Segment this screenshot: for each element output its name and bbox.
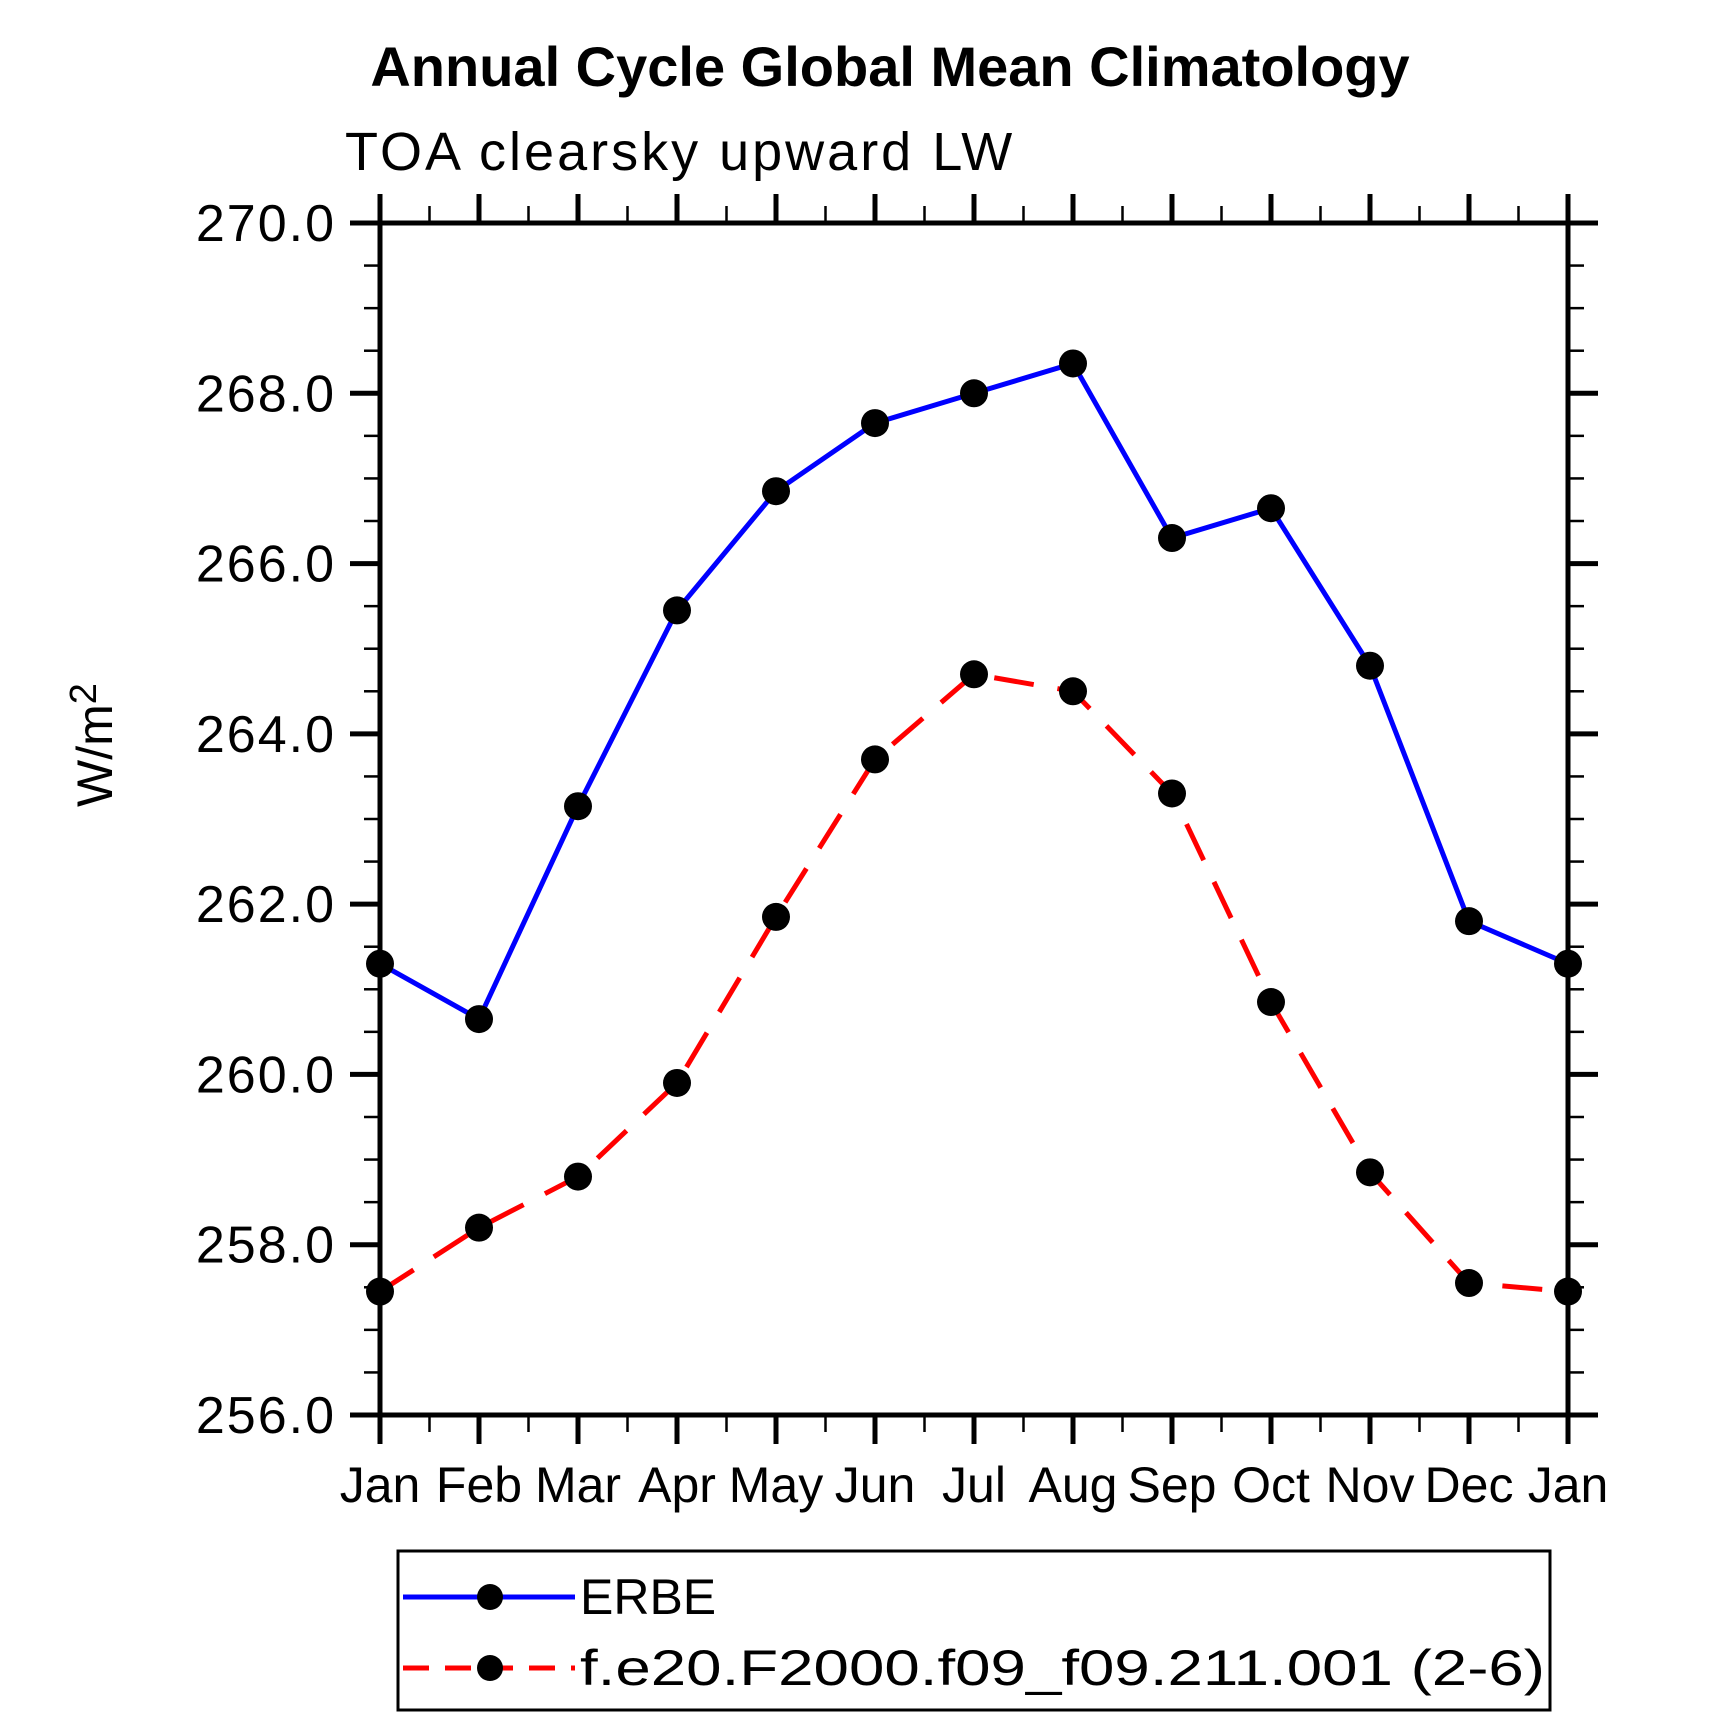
x-tick-label: Nov: [1326, 1457, 1415, 1513]
data-point-marker: [564, 792, 592, 821]
y-tick-label: 256.0: [196, 1387, 336, 1445]
data-point-marker: [465, 1005, 493, 1034]
y-tick-label: 268.0: [196, 365, 336, 423]
legend-marker-erbe: [477, 1584, 503, 1610]
series-lines: [378, 360, 1569, 1295]
y-tick-label: 266.0: [196, 536, 336, 594]
x-tick-label: May: [729, 1457, 823, 1513]
series-line-1: [378, 671, 1569, 1295]
y-tick-label: 270.0: [196, 195, 336, 253]
x-tick-label: Feb: [436, 1457, 522, 1513]
data-point-marker: [1455, 907, 1483, 936]
data-point-marker: [960, 379, 988, 408]
data-point-marker: [1158, 524, 1186, 553]
data-point-marker: [1356, 651, 1384, 680]
y-axis-title: W/m2: [63, 683, 123, 807]
y-axis-title-base: W/m: [67, 704, 123, 807]
x-tick-label: Jan: [340, 1457, 421, 1513]
series-markers: [366, 349, 1582, 1306]
data-point-marker: [1455, 1269, 1483, 1298]
data-point-marker: [1257, 988, 1285, 1017]
legend-box: [396, 1549, 1552, 1712]
legend-row-erbe: ERBE: [403, 1569, 716, 1625]
y-tick-labels: 256.0 258.0 260.0 262.0 264.0 266.0 268.0 270.0: [196, 195, 336, 1445]
data-point-marker: [1059, 349, 1087, 378]
data-point-marker: [663, 1068, 691, 1097]
y-tick-label: 262.0: [196, 876, 336, 934]
x-tick-label: Apr: [638, 1457, 716, 1513]
data-point-marker: [1257, 494, 1285, 523]
x-tick-label: Jan: [1528, 1457, 1609, 1513]
x-tick-label: Oct: [1232, 1457, 1310, 1513]
y-tick-label: 260.0: [196, 1046, 336, 1104]
y-tick-label: 258.0: [196, 1217, 336, 1275]
data-point-marker: [564, 1162, 592, 1191]
x-tick-labels: Jan Feb Mar Apr May Jun Jul Aug Sep Oct Nov Dec Jan: [340, 1457, 1609, 1513]
x-tick-label: Jun: [835, 1457, 916, 1513]
data-point-marker: [1356, 1158, 1384, 1187]
x-tick-label: Mar: [535, 1457, 621, 1513]
data-point-marker: [960, 660, 988, 689]
legend: ERBE f.e20.F2000.f09_f09.211.001 (2-6): [396, 1549, 1552, 1712]
chart-title: Annual Cycle Global Mean Climatology: [370, 35, 1409, 98]
series-line-0: [378, 360, 1569, 1023]
data-point-marker: [762, 902, 790, 931]
x-tick-label: Aug: [1029, 1457, 1118, 1513]
legend-label-model: f.e20.F2000.f09_f09.211.001 (2-6): [580, 1640, 1545, 1696]
y-axis-title-exponent: 2: [63, 683, 105, 704]
x-tick-label: Jul: [942, 1457, 1006, 1513]
plot-frame: [377, 220, 1571, 1418]
x-tick-label: Dec: [1425, 1457, 1514, 1513]
data-point-marker: [663, 596, 691, 625]
data-point-marker: [762, 477, 790, 506]
x-tick-label: Sep: [1128, 1457, 1217, 1513]
legend-marker-model: [477, 1655, 503, 1681]
y-tick-label: 264.0: [196, 706, 336, 764]
data-point-marker: [1059, 677, 1087, 706]
data-point-marker: [1158, 779, 1186, 808]
data-point-marker: [465, 1213, 493, 1242]
data-point-marker: [861, 409, 889, 438]
chart-subtitle: TOA clearsky upward LW: [345, 122, 1015, 182]
legend-row-model: f.e20.F2000.f09_f09.211.001 (2-6): [403, 1640, 1545, 1696]
legend-label-erbe: ERBE: [580, 1569, 716, 1625]
axis-ticks: [350, 194, 1598, 1444]
data-point-marker: [861, 745, 889, 774]
